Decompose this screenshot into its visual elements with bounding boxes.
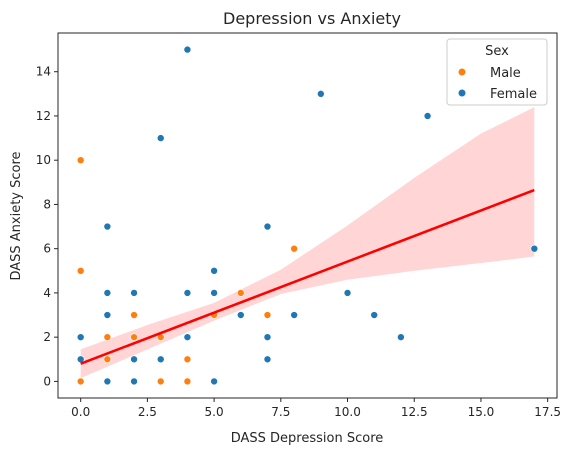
x-tick-label: 10.0 bbox=[334, 405, 361, 419]
data-point-female bbox=[423, 112, 432, 120]
data-point-male bbox=[290, 244, 298, 253]
x-tick-label: 17.5 bbox=[534, 405, 561, 419]
y-tick-label: 6 bbox=[43, 242, 51, 256]
x-tick-label: 5.0 bbox=[205, 405, 224, 419]
confidence-band bbox=[80, 107, 535, 379]
data-point-female bbox=[210, 377, 218, 386]
data-point-female bbox=[156, 134, 165, 142]
legend-box bbox=[446, 38, 548, 106]
data-point-female bbox=[263, 333, 272, 341]
regression-line bbox=[80, 188, 535, 365]
y-tick-label: 10 bbox=[36, 153, 51, 167]
x-axis-label: DASS Depression Score bbox=[231, 431, 384, 446]
data-point-female bbox=[343, 289, 352, 297]
data-point-female bbox=[103, 289, 112, 297]
data-point-female bbox=[103, 222, 112, 231]
data-point-female bbox=[317, 90, 325, 98]
data-point-female bbox=[370, 311, 379, 319]
data-point-male bbox=[103, 333, 112, 341]
data-point-male bbox=[76, 267, 85, 275]
legend-label-male: Male bbox=[490, 66, 521, 81]
data-point-male bbox=[236, 289, 245, 297]
legend-marker-male bbox=[458, 68, 466, 76]
data-point-male bbox=[130, 333, 138, 341]
data-point-male bbox=[263, 311, 272, 319]
y-axis: 0 2 4 6 8 10 12 14 bbox=[36, 65, 58, 388]
y-tick-label: 8 bbox=[43, 197, 51, 211]
data-point-female bbox=[103, 311, 112, 319]
data-point-male bbox=[76, 377, 85, 386]
data-point-female bbox=[76, 333, 85, 341]
data-point-female bbox=[183, 289, 192, 297]
data-point-male bbox=[183, 355, 192, 364]
x-tick-label: 12.5 bbox=[401, 405, 428, 419]
y-axis-label: DASS Anxiety Score bbox=[9, 151, 24, 280]
data-point-female bbox=[530, 244, 539, 253]
y-tick-label: 14 bbox=[36, 65, 51, 79]
chart-title: Depression vs Anxiety bbox=[223, 9, 401, 28]
legend: Sex Male Female bbox=[446, 38, 548, 106]
x-axis: 0.0 2.5 5.0 7.5 10.0 12.5 15.0 17.5 bbox=[71, 398, 561, 419]
plot-area bbox=[76, 45, 539, 386]
data-point-female bbox=[156, 355, 165, 364]
x-tick-label: 2.5 bbox=[138, 405, 157, 419]
data-point-female bbox=[130, 289, 138, 297]
x-tick-label: 15.0 bbox=[468, 405, 495, 419]
legend-title: Sex bbox=[485, 44, 509, 59]
data-point-female bbox=[397, 333, 405, 341]
data-point-female bbox=[236, 311, 245, 319]
data-point-female bbox=[263, 222, 272, 231]
data-point-female bbox=[130, 377, 138, 386]
x-tick-label: 7.5 bbox=[271, 405, 290, 419]
data-point-male bbox=[130, 311, 138, 319]
data-point-male bbox=[183, 377, 192, 386]
y-tick-label: 0 bbox=[43, 374, 51, 388]
data-point-male bbox=[156, 377, 165, 386]
data-point-female bbox=[210, 267, 218, 275]
x-tick-label: 0.0 bbox=[71, 405, 90, 419]
data-point-female bbox=[130, 355, 138, 364]
data-point-female bbox=[183, 45, 192, 54]
legend-label-female: Female bbox=[490, 87, 537, 102]
data-point-female bbox=[290, 311, 298, 319]
y-tick-label: 2 bbox=[43, 330, 51, 344]
data-point-female bbox=[183, 333, 192, 341]
y-tick-label: 4 bbox=[43, 286, 51, 300]
data-point-male bbox=[103, 355, 112, 364]
data-point-female bbox=[263, 355, 272, 364]
plot-frame bbox=[57, 32, 558, 399]
data-point-male bbox=[76, 156, 85, 164]
legend-marker-female bbox=[458, 89, 466, 97]
data-point-female bbox=[103, 377, 112, 386]
data-point-female bbox=[210, 289, 218, 297]
y-tick-label: 12 bbox=[36, 109, 51, 123]
